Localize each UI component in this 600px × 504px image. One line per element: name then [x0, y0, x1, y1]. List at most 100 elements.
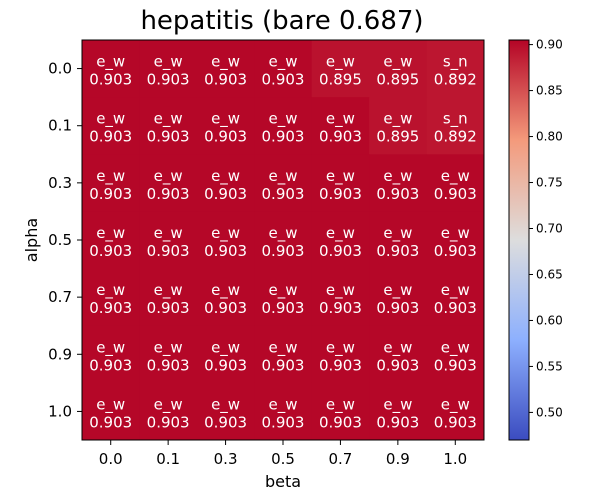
- cell-value-label: 0.903: [147, 128, 190, 146]
- heatmap-cell: [426, 382, 485, 441]
- cell-value-label: 0.903: [376, 299, 419, 317]
- heatmap-cell: [311, 154, 370, 212]
- heatmap-cell: [139, 325, 198, 384]
- x-tick-label: 0.9: [386, 450, 410, 468]
- heatmap-cell: [311, 40, 370, 98]
- cell-method-label: s_n: [443, 53, 468, 72]
- cell-method-label: e_w: [441, 281, 470, 300]
- heatmap-cell: [196, 211, 255, 270]
- cell-method-label: e_w: [96, 281, 125, 300]
- cell-value-label: 0.903: [319, 413, 362, 431]
- cell-method-label: e_w: [211, 53, 240, 72]
- cell-method-label: e_w: [269, 110, 298, 129]
- colorbar-frame: [508, 39, 530, 441]
- cell-method-label: e_w: [96, 110, 125, 129]
- y-tick-label: 0.7: [48, 288, 72, 306]
- cell-value-label: 0.895: [376, 71, 419, 89]
- cell-method-label: e_w: [211, 224, 240, 243]
- cell-value-label: 0.903: [204, 185, 247, 203]
- heatmap-cell: [82, 154, 140, 212]
- cell-method-label: e_w: [326, 110, 355, 129]
- cell-value-label: 0.903: [204, 413, 247, 431]
- cell-value-label: 0.903: [434, 242, 477, 260]
- cell-method-label: e_w: [154, 281, 183, 300]
- heatmap-cell: [139, 211, 198, 270]
- heatmap-cell: [196, 40, 255, 98]
- colorbar-tick-label: 0.85: [536, 84, 563, 98]
- cell-value-label: 0.903: [204, 71, 247, 89]
- cell-method-label: e_w: [154, 224, 183, 243]
- heatmap-cell: [369, 382, 428, 441]
- heatmap-cell: [426, 268, 485, 327]
- cell-method-label: e_w: [211, 395, 240, 414]
- y-axis-label: alpha: [22, 218, 41, 262]
- heatmap-cell: [254, 325, 313, 384]
- cell-value-label: 0.903: [376, 356, 419, 374]
- cell-method-label: e_w: [383, 167, 412, 186]
- y-axis: 0.0 0.1 0.3 0.5 0.7 0.9 1.0: [48, 60, 82, 420]
- cell-method-label: e_w: [96, 224, 125, 243]
- colorbar: 0.50 0.55 0.60 0.65 0.70 0.75 0.80 0.85 0.90: [508, 38, 563, 441]
- cell-method-label: e_w: [154, 167, 183, 186]
- heatmap-cell: [196, 154, 255, 212]
- chart-title: hepatitis (bare 0.687): [140, 6, 423, 36]
- cell-method-label: e_w: [154, 395, 183, 414]
- colorbar-tick-label: 0.55: [536, 359, 563, 373]
- heatmap-cell: [139, 268, 198, 327]
- cell-value-label: 0.903: [262, 356, 305, 374]
- colorbar-tick-label: 0.50: [536, 405, 563, 419]
- cell-value-label: 0.903: [204, 242, 247, 260]
- heatmap-cell: [254, 211, 313, 270]
- x-tick-label: 0.0: [99, 450, 123, 468]
- cell-method-label: e_w: [269, 395, 298, 414]
- y-tick-label: 0.0: [48, 60, 72, 78]
- cell-value-label: 0.903: [376, 242, 419, 260]
- cell-value-label: 0.903: [262, 185, 305, 203]
- heatmap-cell: [139, 40, 198, 98]
- cell-method-label: e_w: [96, 395, 125, 414]
- heatmap-cell: [369, 325, 428, 384]
- cell-method-label: s_n: [443, 110, 468, 129]
- cell-value-label: 0.903: [376, 413, 419, 431]
- heatmap-cell: [254, 97, 313, 155]
- cell-method-label: e_w: [269, 167, 298, 186]
- colorbar-tick-label: 0.70: [536, 222, 563, 236]
- cell-method-label: e_w: [326, 338, 355, 357]
- heatmap-cell: [369, 154, 428, 212]
- heatmap-cell: [196, 268, 255, 327]
- cell-value-label: 0.903: [89, 71, 132, 89]
- cell-method-label: e_w: [326, 167, 355, 186]
- heatmap-cell: [426, 40, 485, 98]
- colorbar-ticks: 0.50 0.55 0.60 0.65 0.70 0.75 0.80 0.85 0.90: [529, 38, 563, 419]
- cell-value-label: 0.903: [319, 356, 362, 374]
- x-tick-label: 0.5: [271, 450, 295, 468]
- heatmap-cell: [254, 154, 313, 212]
- heatmap-cell: [369, 97, 428, 155]
- cell-value-label: 0.903: [434, 413, 477, 431]
- colorbar-tick-label: 0.60: [536, 313, 563, 327]
- cell-method-label: e_w: [383, 110, 412, 129]
- x-tick-label: 0.7: [328, 450, 352, 468]
- heatmap-cell: [196, 97, 255, 155]
- cell-value-label: 0.903: [204, 356, 247, 374]
- cell-value-label: 0.903: [147, 242, 190, 260]
- cell-value-label: 0.903: [262, 299, 305, 317]
- colorbar-tick-label: 0.90: [536, 38, 563, 52]
- heatmap-cell: [369, 40, 428, 98]
- cell-method-label: e_w: [211, 167, 240, 186]
- heatmap-cell: [196, 382, 255, 441]
- heatmap-cell: [311, 382, 370, 441]
- cell-value-label: 0.903: [319, 185, 362, 203]
- cell-value-label: 0.903: [319, 128, 362, 146]
- cell-value-label: 0.895: [376, 128, 419, 146]
- cell-value-label: 0.892: [434, 71, 477, 89]
- cell-value-label: 0.903: [204, 128, 247, 146]
- cell-value-label: 0.903: [434, 185, 477, 203]
- cell-value-label: 0.903: [89, 356, 132, 374]
- cell-method-label: e_w: [154, 53, 183, 72]
- x-tick-label: 1.0: [443, 450, 467, 468]
- cell-value-label: 0.903: [89, 299, 132, 317]
- heatmap-cell: [139, 97, 198, 155]
- cell-value-label: 0.903: [434, 299, 477, 317]
